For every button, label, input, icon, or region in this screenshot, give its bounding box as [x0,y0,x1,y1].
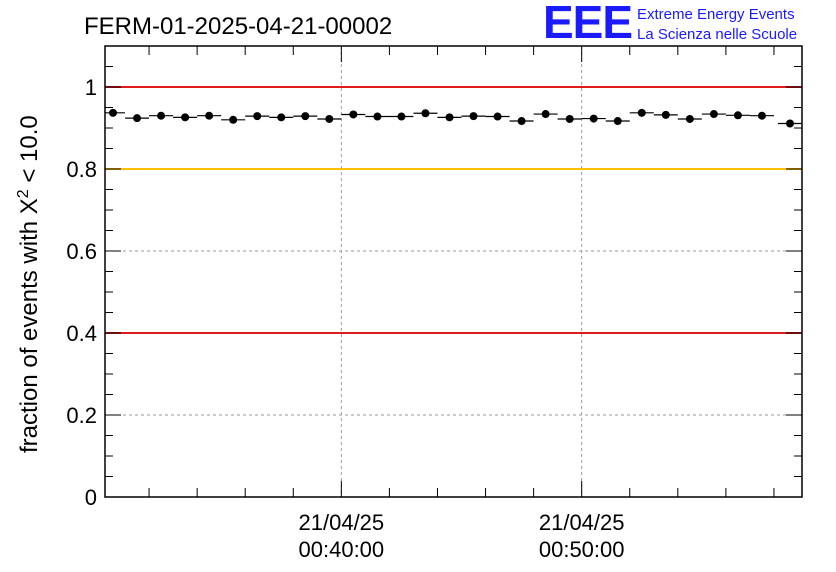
data-point [421,109,430,118]
data-point [709,110,718,119]
data-point [181,113,190,122]
data-point [757,111,766,120]
data-point [229,115,238,124]
data-point [541,110,550,119]
data-point [253,112,262,121]
data-point [301,112,310,121]
data-point [637,108,646,117]
data-point [277,113,286,122]
data-point [445,113,454,122]
y-axis-title: fraction of events with X2 < 10.0 [15,115,43,453]
y-tick-label: 0.2 [66,403,97,428]
data-point [589,114,598,123]
data-point [565,114,574,123]
data-point [469,112,478,121]
data-point [785,119,794,128]
data-point [613,117,622,126]
x-tick-date-label: 21/04/25 [539,510,625,535]
y-tick-label: 0 [85,485,97,510]
y-tick-label: 0.4 [66,321,97,346]
data-point [157,111,166,120]
y-axis-title-superscript: 2 [15,189,32,198]
data-point [493,112,502,121]
x-tick-date-label: 21/04/25 [299,510,385,535]
data-point [661,110,670,119]
y-tick-label: 1 [85,75,97,100]
data-point [397,112,406,121]
data-point [373,112,382,121]
y-tick-label: 0.8 [66,157,97,182]
y-axis-title-suffix: < 10.0 [16,115,43,189]
data-point [349,110,358,119]
data-point [733,111,742,120]
data-point [133,114,142,123]
run-title: FERM-01-2025-04-21-00002 [84,13,392,40]
y-tick-label: 0.6 [66,239,97,264]
reference-lines [105,86,802,334]
y-axis-title-symbol: X [16,198,43,214]
data-point [685,114,694,123]
x-tick-time-label: 00:50:00 [539,537,625,562]
data-point [517,117,526,126]
logo-line-2: La Scienza nelle Scuole [637,26,797,43]
x-tick-time-label: 00:40:00 [299,537,385,562]
data-point [325,114,334,123]
logo-line-1: Extreme Energy Events [637,6,795,23]
data-point [205,111,214,120]
logo-letters: EEE [543,0,632,48]
axes [104,45,803,498]
data-series [105,108,802,128]
y-axis-title-prefix: fraction of events with [16,214,43,453]
data-point [109,108,118,117]
eee-logo: EEE Extreme Energy Events La Scienza nel… [543,0,797,48]
tick-labels: 00.20.40.60.8121/04/2500:40:0021/04/2500… [66,75,624,562]
